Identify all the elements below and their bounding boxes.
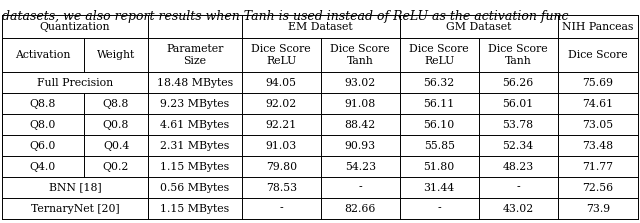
Text: 79.80: 79.80 — [266, 161, 297, 171]
Text: 75.69: 75.69 — [582, 78, 613, 88]
Text: 56.11: 56.11 — [424, 99, 455, 109]
Text: Q8.8: Q8.8 — [29, 99, 56, 109]
Text: Q6.0: Q6.0 — [29, 140, 56, 151]
Text: Activation: Activation — [15, 50, 70, 60]
Text: 52.34: 52.34 — [502, 140, 534, 151]
Text: BNN [18]: BNN [18] — [49, 183, 101, 192]
Text: 56.10: 56.10 — [424, 120, 455, 130]
Text: 4.61 MBytes: 4.61 MBytes — [161, 120, 230, 130]
Text: 73.9: 73.9 — [586, 204, 610, 213]
Text: Q0.4: Q0.4 — [103, 140, 129, 151]
Text: -: - — [280, 204, 283, 213]
Text: 1.15 MBytes: 1.15 MBytes — [161, 161, 230, 171]
Text: 88.42: 88.42 — [344, 120, 376, 130]
Text: -: - — [437, 204, 441, 213]
Text: 91.08: 91.08 — [344, 99, 376, 109]
Text: 72.56: 72.56 — [582, 183, 613, 192]
Text: -: - — [516, 183, 520, 192]
Text: 1.15 MBytes: 1.15 MBytes — [161, 204, 230, 213]
Text: Dice Score
Tanh: Dice Score Tanh — [488, 45, 548, 66]
Text: 0.56 MBytes: 0.56 MBytes — [161, 183, 230, 192]
Text: 56.26: 56.26 — [502, 78, 534, 88]
Text: 73.48: 73.48 — [582, 140, 613, 151]
Text: 9.23 MBytes: 9.23 MBytes — [161, 99, 230, 109]
Text: 93.02: 93.02 — [344, 78, 376, 88]
Text: Parameter
Size: Parameter Size — [166, 45, 224, 66]
Text: Weight: Weight — [97, 50, 135, 60]
Text: Q0.2: Q0.2 — [103, 161, 129, 171]
Text: 91.03: 91.03 — [266, 140, 297, 151]
Text: 48.23: 48.23 — [502, 161, 534, 171]
Text: 2.31 MBytes: 2.31 MBytes — [161, 140, 230, 151]
Text: Dice Score
ReLU: Dice Score ReLU — [252, 45, 311, 66]
Text: 82.66: 82.66 — [344, 204, 376, 213]
Text: 71.77: 71.77 — [582, 161, 613, 171]
Text: Dice Score
Tanh: Dice Score Tanh — [330, 45, 390, 66]
Text: 55.85: 55.85 — [424, 140, 454, 151]
Text: Dice Score: Dice Score — [568, 50, 628, 60]
Text: Quantization: Quantization — [40, 22, 110, 32]
Text: 56.32: 56.32 — [424, 78, 455, 88]
Text: Full Precision: Full Precision — [37, 78, 113, 88]
Text: EM Dataset: EM Dataset — [289, 22, 353, 32]
Text: 73.05: 73.05 — [582, 120, 613, 130]
Text: 92.02: 92.02 — [266, 99, 297, 109]
Text: 74.61: 74.61 — [582, 99, 613, 109]
Text: GM Dataset: GM Dataset — [446, 22, 511, 32]
Text: 92.21: 92.21 — [266, 120, 297, 130]
Text: TernaryNet [20]: TernaryNet [20] — [31, 204, 120, 213]
Text: 56.01: 56.01 — [502, 99, 534, 109]
Text: 43.02: 43.02 — [502, 204, 534, 213]
Text: 94.05: 94.05 — [266, 78, 297, 88]
Text: 90.93: 90.93 — [345, 140, 376, 151]
Text: 54.23: 54.23 — [345, 161, 376, 171]
Text: datasets, we also report results when Tanh is used instead of ReLU as the activa: datasets, we also report results when Ta… — [2, 10, 568, 23]
Text: Q0.8: Q0.8 — [103, 120, 129, 130]
Text: Dice Score
ReLU: Dice Score ReLU — [410, 45, 469, 66]
Text: Q4.0: Q4.0 — [30, 161, 56, 171]
Text: 53.78: 53.78 — [502, 120, 534, 130]
Text: -: - — [358, 183, 362, 192]
Text: Q8.0: Q8.0 — [29, 120, 56, 130]
Text: 51.80: 51.80 — [424, 161, 455, 171]
Text: NIH Panceas: NIH Panceas — [562, 22, 634, 32]
Text: Q8.8: Q8.8 — [103, 99, 129, 109]
Text: 18.48 MBytes: 18.48 MBytes — [157, 78, 233, 88]
Text: 31.44: 31.44 — [424, 183, 455, 192]
Text: 78.53: 78.53 — [266, 183, 297, 192]
